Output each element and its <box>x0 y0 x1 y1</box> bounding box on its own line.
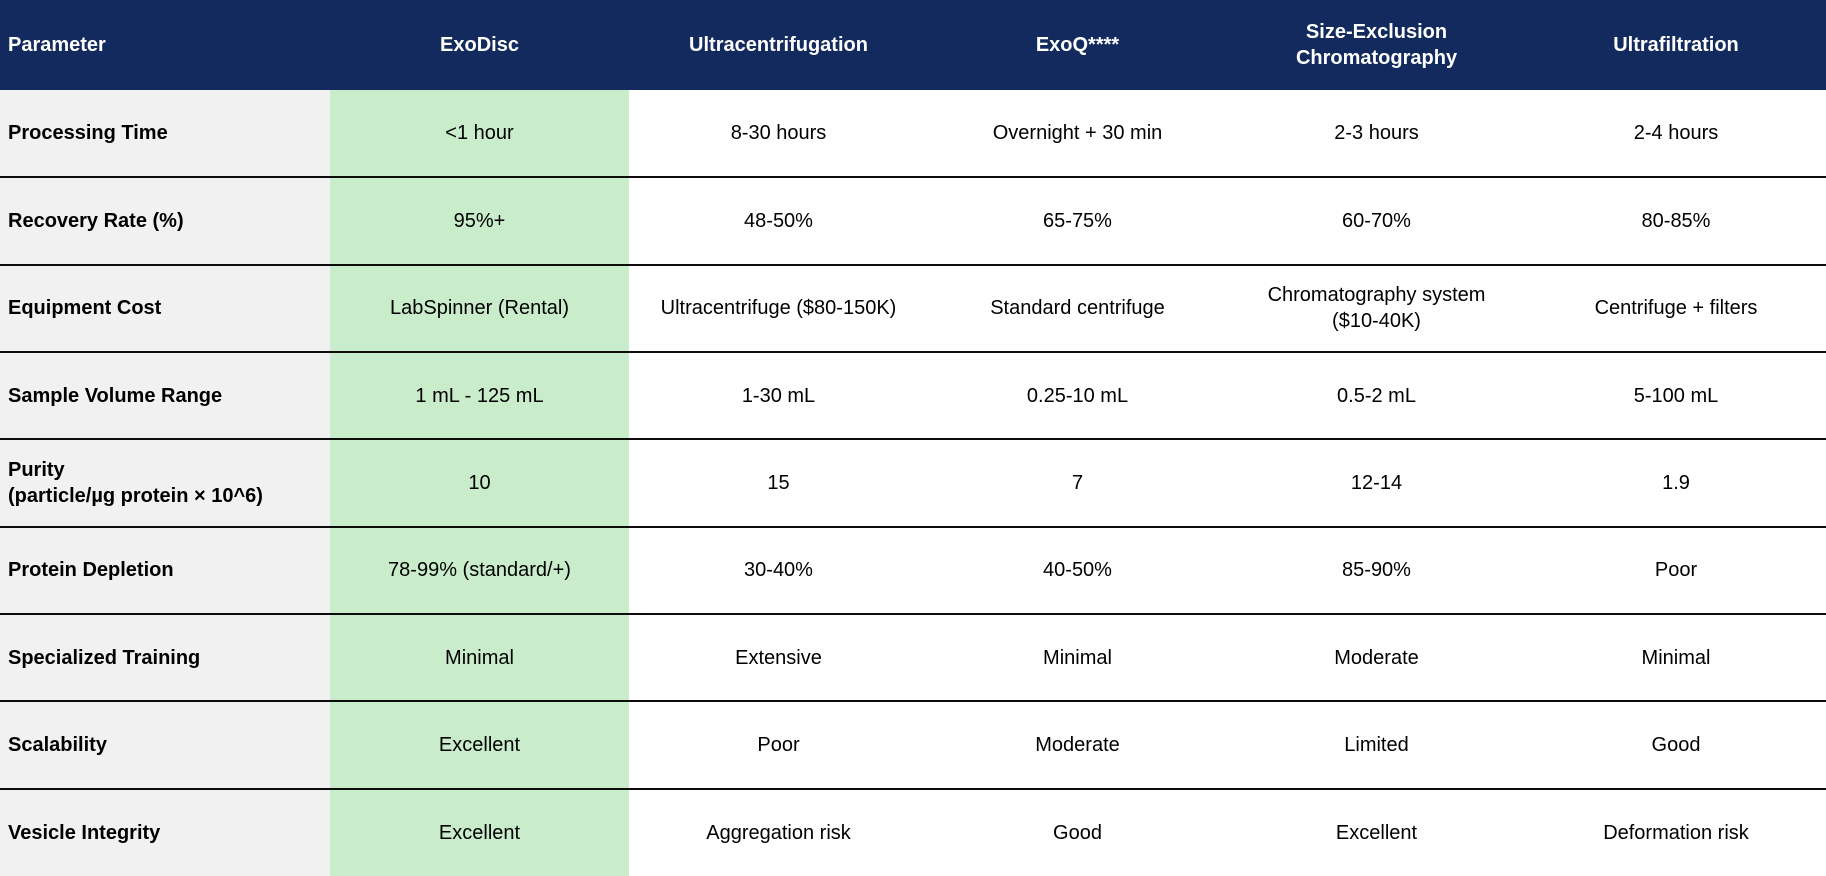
table-cell: Excellent <box>330 787 629 876</box>
row-label: Protein Depletion <box>0 525 330 614</box>
table-row-scalability: Scalability Excellent Poor Moderate Limi… <box>0 700 1826 789</box>
row-label: Specialized Training <box>0 612 330 702</box>
table-header: Parameter ExoDisc Ultracentrifugation Ex… <box>0 0 1826 90</box>
table-cell: 0.5-2 mL <box>1227 350 1526 440</box>
table-cell: 0.25-10 mL <box>928 350 1227 440</box>
table-cell: Excellent <box>1227 787 1526 876</box>
table-cell: 85-90% <box>1227 525 1526 614</box>
column-header-ultracentrifugation: Ultracentrifugation <box>629 0 928 90</box>
table-cell: Good <box>1526 700 1826 789</box>
table-cell: 10 <box>330 438 629 527</box>
table-row-protein-depletion: Protein Depletion 78-99% (standard/+) 30… <box>0 525 1826 614</box>
table-cell: Minimal <box>330 612 629 702</box>
row-label: Processing Time <box>0 90 330 178</box>
table-cell: Ultracentrifuge ($80-150K) <box>629 263 928 352</box>
table-row-sample-volume-range: Sample Volume Range 1 mL - 125 mL 1-30 m… <box>0 350 1826 440</box>
table-row-vesicle-integrity: Vesicle Integrity Excellent Aggregation … <box>0 787 1826 876</box>
table-cell: 15 <box>629 438 928 527</box>
table-row-recovery-rate: Recovery Rate (%) 95%+ 48-50% 65-75% 60-… <box>0 176 1826 265</box>
table-cell: 2-4 hours <box>1526 90 1826 178</box>
row-label: Scalability <box>0 700 330 789</box>
row-label: Sample Volume Range <box>0 350 330 440</box>
table-cell: Minimal <box>928 612 1227 702</box>
table-cell: 30-40% <box>629 525 928 614</box>
table-row-purity: Purity (particle/µg protein × 10^6) 10 1… <box>0 438 1826 527</box>
table-cell: 80-85% <box>1526 176 1826 265</box>
table-cell: Poor <box>629 700 928 789</box>
column-header-ultrafiltration: Ultrafiltration <box>1526 0 1826 90</box>
table-cell: 12-14 <box>1227 438 1526 527</box>
table-cell: 65-75% <box>928 176 1227 265</box>
table-cell: Poor <box>1526 525 1826 614</box>
table-cell: 5-100 mL <box>1526 350 1826 440</box>
table-cell: LabSpinner (Rental) <box>330 263 629 352</box>
row-label: Vesicle Integrity <box>0 787 330 876</box>
table-cell: Moderate <box>928 700 1227 789</box>
table-cell: Good <box>928 787 1227 876</box>
table-cell: Standard centrifuge <box>928 263 1227 352</box>
table-cell: 78-99% (standard/+) <box>330 525 629 614</box>
table-cell: 7 <box>928 438 1227 527</box>
table-row-equipment-cost: Equipment Cost LabSpinner (Rental) Ultra… <box>0 263 1826 352</box>
column-header-exodisc: ExoDisc <box>330 0 629 90</box>
table-cell: 40-50% <box>928 525 1227 614</box>
header-row: Parameter ExoDisc Ultracentrifugation Ex… <box>0 0 1826 90</box>
table-cell: 1.9 <box>1526 438 1826 527</box>
column-header-size-exclusion-chromatography: Size-Exclusion Chromatography <box>1227 0 1526 90</box>
table-cell: Deformation risk <box>1526 787 1826 876</box>
table-cell: Aggregation risk <box>629 787 928 876</box>
column-header-exoq: ExoQ**** <box>928 0 1227 90</box>
table-cell: 48-50% <box>629 176 928 265</box>
row-label: Equipment Cost <box>0 263 330 352</box>
table-cell: Moderate <box>1227 612 1526 702</box>
table-cell: 60-70% <box>1227 176 1526 265</box>
table-cell: <1 hour <box>330 90 629 178</box>
table-row-specialized-training: Specialized Training Minimal Extensive M… <box>0 612 1826 702</box>
column-header-parameter: Parameter <box>0 0 330 90</box>
table-row-processing-time: Processing Time <1 hour 8-30 hours Overn… <box>0 90 1826 178</box>
table-cell: Extensive <box>629 612 928 702</box>
table-cell: 2-3 hours <box>1227 90 1526 178</box>
table-cell: Minimal <box>1526 612 1826 702</box>
table-cell: 95%+ <box>330 176 629 265</box>
table-body: Processing Time <1 hour 8-30 hours Overn… <box>0 90 1826 876</box>
table-cell: 8-30 hours <box>629 90 928 178</box>
table-cell: Overnight + 30 min <box>928 90 1227 178</box>
row-label: Recovery Rate (%) <box>0 176 330 265</box>
table-cell: Limited <box>1227 700 1526 789</box>
table-cell: Chromatography system ($10-40K) <box>1227 263 1526 352</box>
table-cell: 1-30 mL <box>629 350 928 440</box>
table-cell: Centrifuge + filters <box>1526 263 1826 352</box>
table-cell: 1 mL - 125 mL <box>330 350 629 440</box>
table-cell: Excellent <box>330 700 629 789</box>
row-label: Purity (particle/µg protein × 10^6) <box>0 438 330 527</box>
